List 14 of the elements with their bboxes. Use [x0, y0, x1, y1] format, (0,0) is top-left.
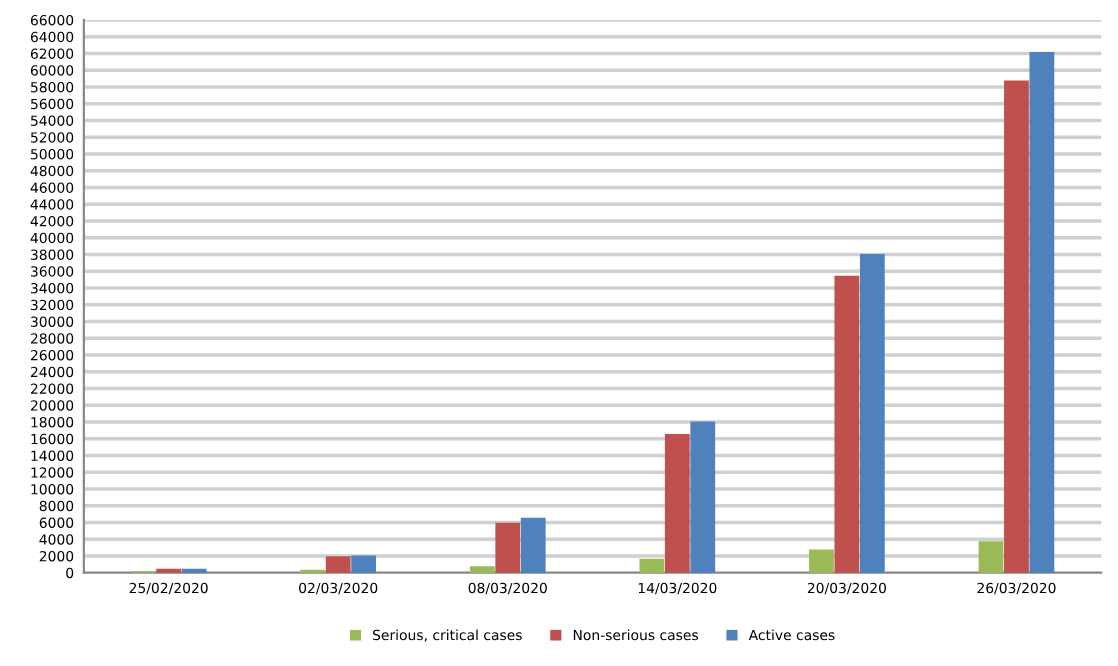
bar	[859, 253, 885, 573]
bar	[1029, 52, 1055, 573]
bar	[664, 434, 690, 573]
bar	[325, 556, 351, 573]
bar	[520, 517, 546, 573]
bar	[1004, 80, 1029, 573]
bar	[809, 549, 834, 573]
bar	[978, 541, 1004, 573]
bar	[469, 566, 495, 573]
bar	[639, 558, 665, 573]
bar	[690, 421, 716, 573]
bar	[351, 555, 377, 573]
bar	[834, 275, 860, 573]
bar	[495, 522, 521, 573]
